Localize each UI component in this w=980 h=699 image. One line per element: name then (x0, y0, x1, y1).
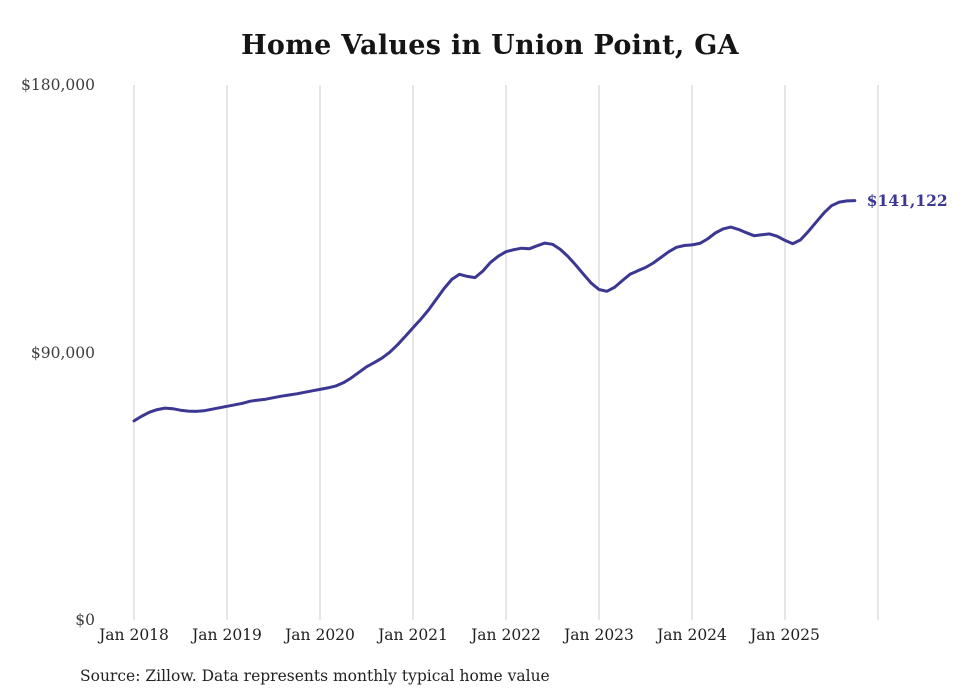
y-axis-tick: $0 (75, 611, 95, 629)
x-axis-tick: Jan 2022 (471, 626, 541, 644)
x-axis-tick: Jan 2019 (192, 626, 262, 644)
x-axis-tick: Jan 2023 (564, 626, 634, 644)
series-line (132, 199, 857, 423)
y-axis-tick: $90,000 (30, 343, 95, 362)
x-axis-tick: Jan 2018 (99, 626, 169, 644)
x-axis-tick: Jan 2024 (657, 626, 727, 644)
x-axis-tick: Jan 2021 (378, 626, 448, 644)
x-axis-tick: Jan 2020 (285, 626, 355, 644)
x-axis-tick: Jan 2025 (750, 626, 820, 644)
source-note: Source: Zillow. Data represents monthly … (80, 667, 550, 685)
chart-title: Home Values in Union Point, GA (241, 30, 739, 61)
end-value-label: $141,122 (866, 190, 948, 210)
y-axis-tick: $180,000 (21, 76, 95, 94)
